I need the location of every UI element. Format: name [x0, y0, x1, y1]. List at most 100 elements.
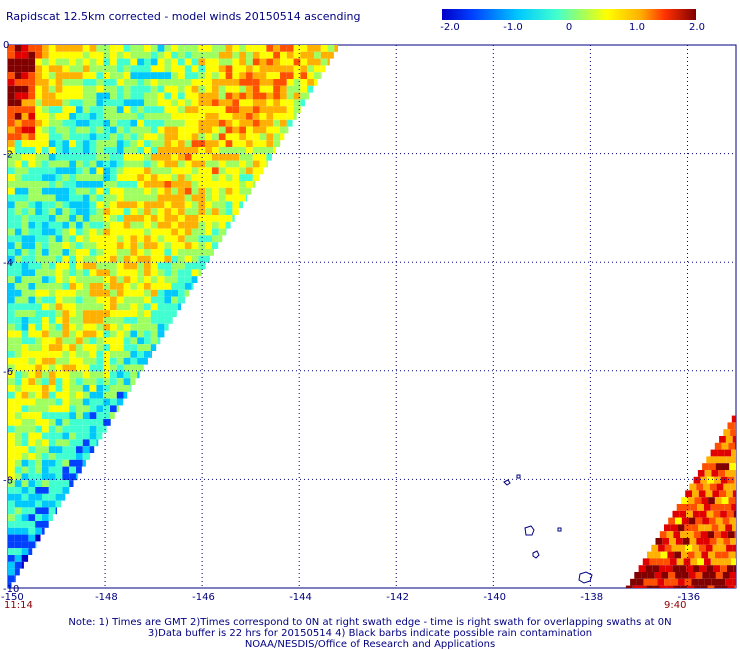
- wind-difference-cell: [89, 405, 97, 413]
- wind-difference-cell: [62, 51, 70, 59]
- wind-difference-cell: [35, 459, 42, 467]
- wind-difference-cell: [110, 79, 117, 86]
- wind-difference-cell: [157, 187, 165, 195]
- wind-difference-cell: [116, 79, 124, 86]
- wind-difference-cell: [286, 119, 293, 127]
- wind-difference-cell: [35, 119, 42, 127]
- wind-difference-cell: [110, 262, 117, 270]
- wind-difference-cell: [110, 398, 117, 406]
- wind-difference-cell: [198, 201, 206, 209]
- wind-difference-cell: [286, 99, 294, 107]
- wind-difference-cell: [28, 194, 36, 202]
- wind-difference-cell: [69, 249, 76, 256]
- wind-difference-cell: [669, 538, 676, 545]
- wind-difference-cell: [103, 153, 110, 161]
- wind-difference-cell: [82, 215, 90, 222]
- wind-difference-cell: [82, 283, 90, 290]
- wind-difference-cell: [35, 296, 42, 304]
- wind-difference-cell: [42, 487, 49, 494]
- wind-difference-cell: [157, 51, 165, 59]
- wind-difference-cell: [218, 72, 226, 79]
- wind-difference-cell: [232, 79, 240, 86]
- wind-difference-cell: [89, 357, 97, 365]
- wind-difference-cell: [76, 187, 83, 195]
- wind-difference-cell: [164, 255, 172, 263]
- wind-difference-cell: [137, 72, 144, 79]
- wind-difference-cell: [69, 113, 76, 120]
- wind-difference-cell: [96, 106, 104, 113]
- wind-difference-cell: [665, 565, 673, 572]
- wind-difference-cell: [212, 160, 219, 168]
- wind-difference-cell: [150, 113, 158, 120]
- wind-difference-cell: [232, 167, 240, 175]
- wind-difference-cell: [171, 51, 178, 59]
- wind-difference-cell: [266, 99, 274, 107]
- wind-difference-cell: [731, 449, 736, 457]
- wind-difference-cell: [144, 269, 151, 277]
- wind-difference-cell: [116, 133, 124, 141]
- wind-difference-cell: [696, 483, 703, 491]
- wind-difference-cell: [178, 262, 185, 270]
- wind-difference-cell: [28, 534, 36, 542]
- wind-difference-cell: [35, 317, 42, 324]
- wind-difference-cell: [232, 153, 240, 161]
- wind-difference-cell: [116, 337, 124, 345]
- wind-difference-cell: [48, 289, 56, 297]
- wind-difference-cell: [48, 459, 56, 467]
- wind-difference-cell: [55, 317, 63, 324]
- wind-difference-cell: [8, 473, 15, 481]
- wind-difference-cell: [48, 514, 53, 521]
- wind-difference-cell: [110, 221, 117, 229]
- wind-difference-cell: [191, 153, 199, 161]
- wind-difference-cell: [144, 330, 151, 338]
- wind-difference-cell: [286, 92, 294, 100]
- wind-difference-cell: [218, 133, 226, 141]
- wind-difference-cell: [21, 310, 29, 317]
- wind-difference-cell: [123, 126, 131, 134]
- wind-difference-cell: [110, 289, 117, 297]
- wind-difference-cell: [157, 153, 165, 161]
- wind-difference-cell: [171, 99, 178, 107]
- wind-difference-cell: [191, 92, 199, 100]
- wind-difference-cell: [14, 283, 22, 290]
- wind-difference-cell: [69, 58, 76, 66]
- wind-difference-cell: [130, 351, 138, 358]
- wind-difference-cell: [35, 303, 42, 311]
- wind-difference-cell: [205, 140, 212, 147]
- wind-difference-cell: [681, 551, 688, 559]
- wind-difference-cell: [280, 72, 287, 79]
- wind-difference-cell: [103, 419, 110, 426]
- wind-difference-cell: [48, 439, 56, 447]
- wind-difference-cell: [184, 262, 192, 270]
- wind-difference-cell: [96, 330, 104, 338]
- wind-difference-cell: [76, 371, 83, 379]
- wind-difference-cell: [178, 160, 185, 168]
- wind-difference-cell: [96, 99, 104, 107]
- wind-difference-cell: [8, 378, 15, 385]
- wind-difference-cell: [110, 140, 117, 147]
- wind-difference-cell: [82, 364, 90, 372]
- wind-difference-cell: [14, 425, 22, 433]
- wind-difference-cell: [280, 119, 287, 127]
- wind-difference-cell: [14, 337, 22, 345]
- wind-difference-cell: [218, 140, 226, 147]
- wind-difference-cell: [123, 153, 131, 161]
- wind-difference-cell: [116, 235, 124, 243]
- wind-difference-cell: [35, 507, 42, 515]
- wind-difference-cell: [62, 249, 70, 256]
- wind-difference-cell: [21, 99, 29, 107]
- wind-difference-cell: [8, 255, 15, 263]
- wind-difference-cell: [191, 167, 199, 175]
- wind-difference-cell: [103, 113, 110, 120]
- wind-difference-cell: [110, 412, 115, 419]
- wind-difference-cell: [205, 51, 212, 59]
- wind-difference-cell: [8, 412, 15, 419]
- wind-difference-cell: [110, 113, 117, 120]
- wind-difference-cell: [28, 45, 36, 52]
- wind-difference-cell: [157, 303, 165, 311]
- wind-difference-cell: [728, 551, 736, 559]
- wind-difference-cell: [8, 187, 15, 195]
- wind-difference-cell: [69, 228, 76, 236]
- wind-difference-cell: [28, 419, 36, 426]
- wind-difference-cell: [35, 514, 42, 521]
